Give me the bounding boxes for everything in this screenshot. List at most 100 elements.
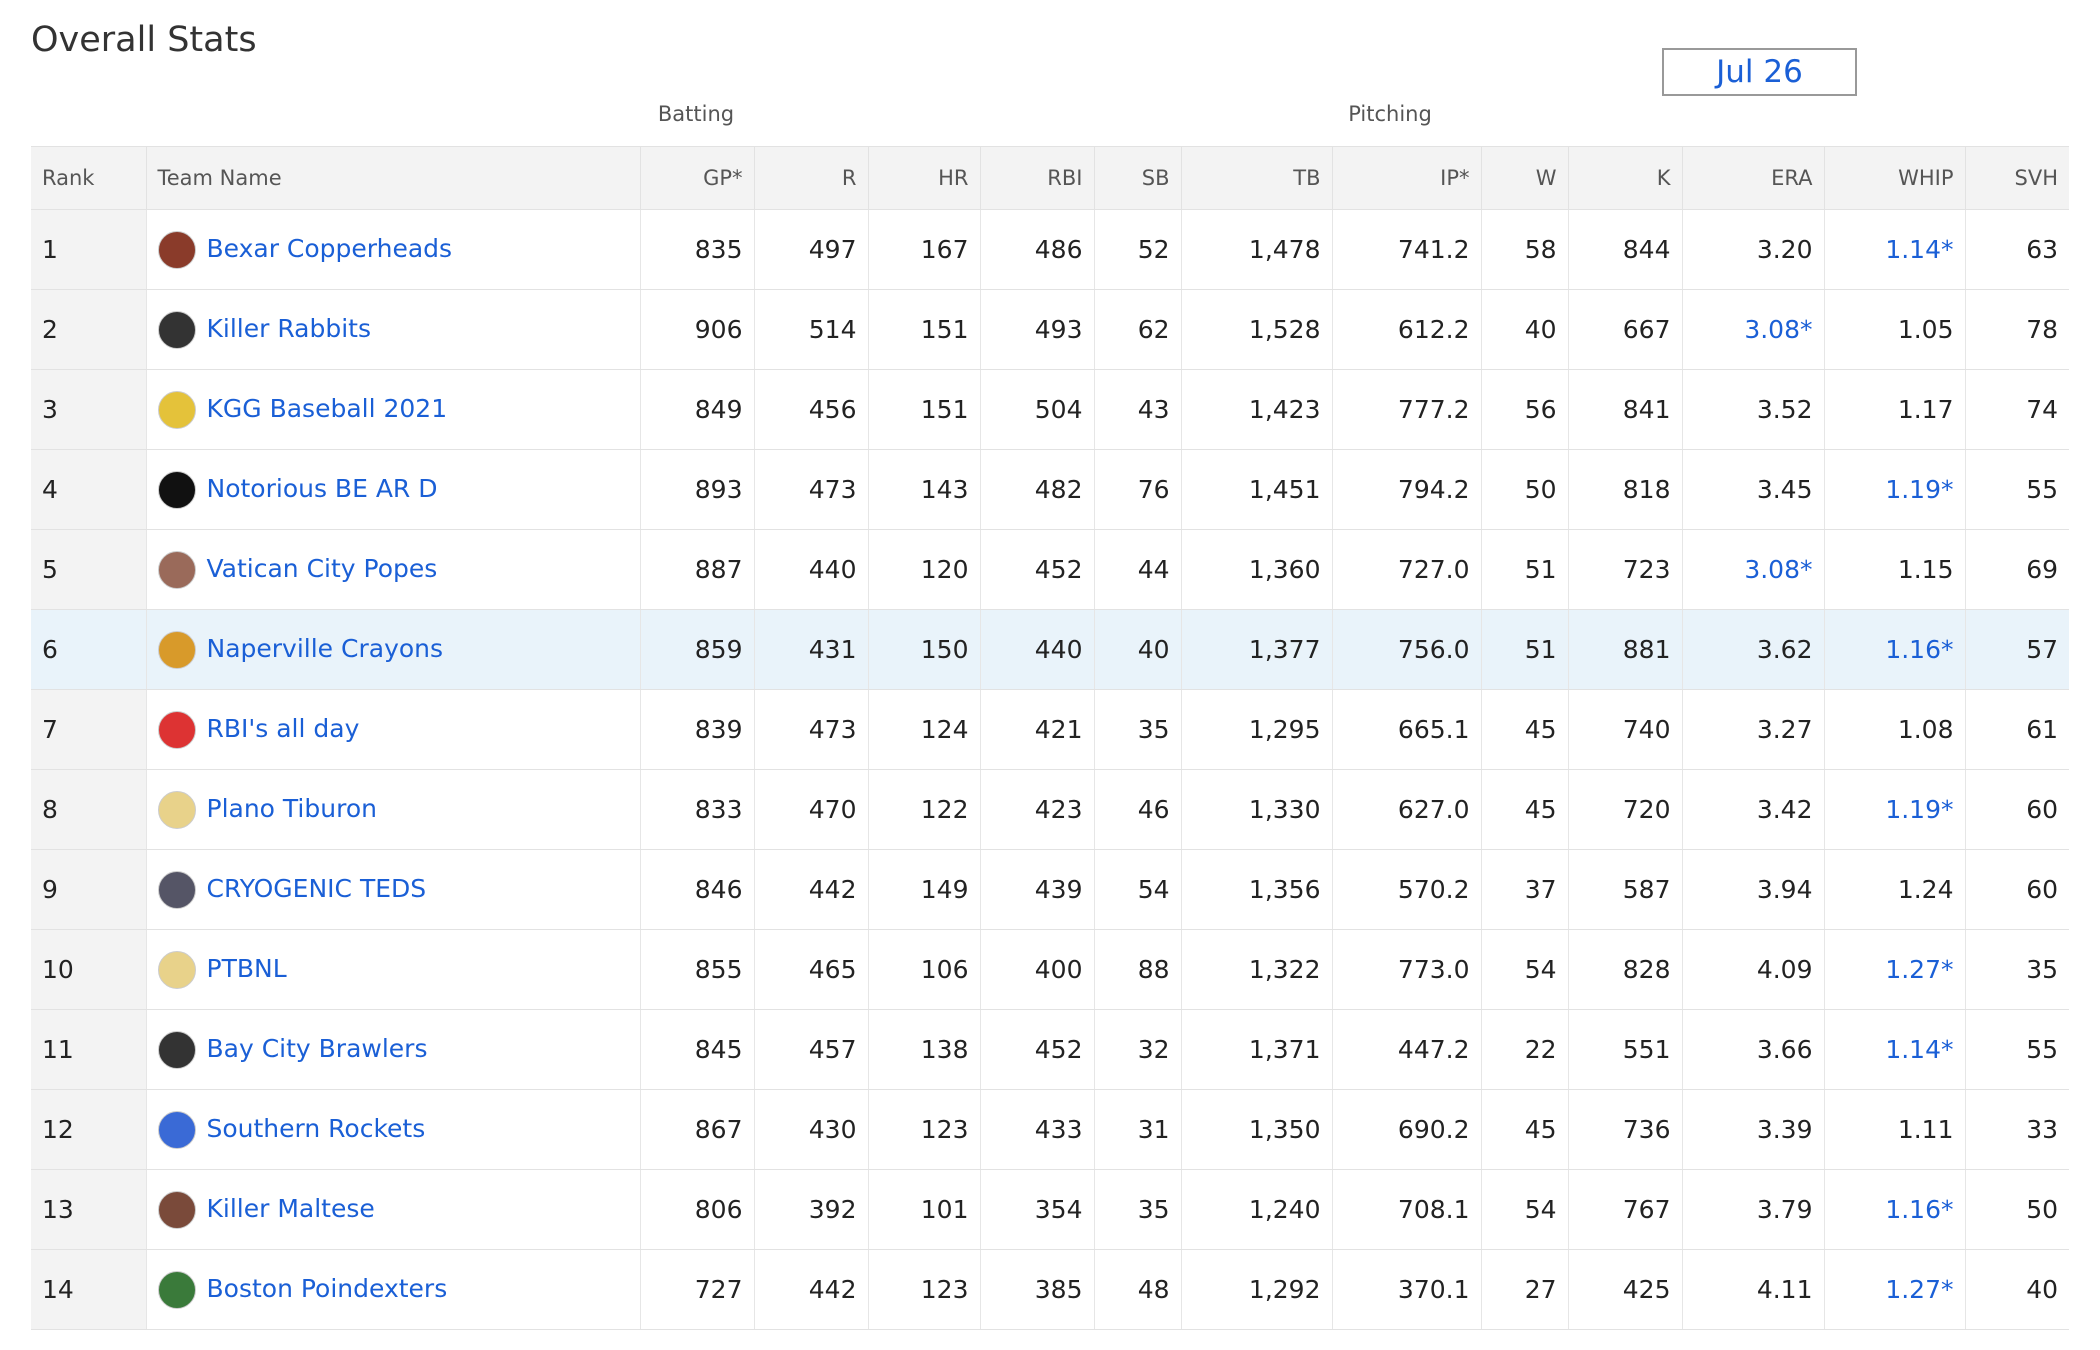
team-link[interactable]: Plano Tiburon	[206, 793, 377, 823]
stat-cell: 425	[1567, 1249, 1682, 1330]
stat-cell: 12	[31, 1089, 146, 1170]
team-link[interactable]: Boston Poindexters	[206, 1273, 448, 1303]
stat-cell: 439	[979, 849, 1094, 930]
stat-cell: 124	[867, 689, 980, 770]
team-link[interactable]: Bay City Brawlers	[206, 1033, 428, 1063]
date-selector[interactable]: Jul 26	[1662, 48, 1857, 96]
stat-cell[interactable]: 1.16*	[1823, 609, 1965, 690]
team-icon	[157, 470, 196, 509]
stat-cell: 50	[1480, 449, 1568, 530]
stat-cell: 551	[1567, 1009, 1682, 1090]
stat-cell: 665.1	[1331, 689, 1481, 770]
team-link[interactable]: Killer Maltese	[206, 1193, 375, 1223]
stat-cell[interactable]: 1.16*	[1823, 1169, 1965, 1250]
stat-cell: 385	[979, 1249, 1094, 1330]
stat-cell: 22	[1480, 1009, 1568, 1090]
stat-cell: 48	[1093, 1249, 1181, 1330]
stat-cell: 1,360	[1180, 529, 1332, 610]
stat-cell: 1,423	[1180, 369, 1332, 450]
team-icon	[157, 550, 196, 589]
stat-cell: 62	[1093, 289, 1181, 370]
team-link[interactable]: Naperville Crayons	[206, 633, 444, 663]
stat-cell: 844	[1567, 209, 1682, 290]
stat-cell: 849	[639, 369, 754, 450]
column-header[interactable]: SB	[1093, 146, 1181, 210]
stat-cell: 43	[1093, 369, 1181, 450]
stat-cell: 887	[639, 529, 754, 610]
stat-cell: 818	[1567, 449, 1682, 530]
team-link[interactable]: KGG Baseball 2021	[206, 393, 448, 423]
team-cell: CRYOGENIC TEDS	[145, 849, 640, 930]
stat-cell: 3.42	[1681, 769, 1824, 850]
stat-cell: 741.2	[1331, 209, 1481, 290]
column-header[interactable]: Rank	[31, 146, 146, 210]
team-link[interactable]: RBI's all day	[206, 713, 360, 743]
team-link[interactable]: Killer Rabbits	[206, 313, 372, 343]
stat-cell[interactable]: 1.14*	[1823, 209, 1965, 290]
stat-cell: 767	[1567, 1169, 1682, 1250]
team-link[interactable]: Vatican City Popes	[206, 553, 438, 583]
stat-cell: 1.24	[1823, 849, 1965, 930]
stat-cell: 1,377	[1180, 609, 1332, 690]
column-header[interactable]: R	[753, 146, 868, 210]
team-cell: Southern Rockets	[145, 1089, 640, 1170]
stat-cell: 4.09	[1681, 929, 1824, 1010]
column-header[interactable]: SVH	[1964, 146, 2069, 210]
stat-cell: 1.17	[1823, 369, 1965, 450]
column-header[interactable]: GP*	[639, 146, 754, 210]
table-row: 5 Vatican City Popes 887 440 120 452 44 1,360 72…	[31, 529, 2069, 610]
column-header[interactable]: W	[1480, 146, 1568, 210]
table-row: 9 CRYOGENIC TEDS 846 442 149 439 54 1,356 570.2 3…	[31, 849, 2069, 930]
stat-cell[interactable]: 1.27*	[1823, 1249, 1965, 1330]
stat-cell: 433	[979, 1089, 1094, 1170]
table-row: 14 Boston Poindexters 727 442 123 385 48 1,292 3…	[31, 1249, 2069, 1330]
team-cell: Plano Tiburon	[145, 769, 640, 850]
stat-cell[interactable]: 1.27*	[1823, 929, 1965, 1010]
stat-cell: 40	[1093, 609, 1181, 690]
stat-cell[interactable]: 1.19*	[1823, 449, 1965, 530]
stat-cell[interactable]: 1.14*	[1823, 1009, 1965, 1090]
stat-cell[interactable]: 1.19*	[1823, 769, 1965, 850]
stat-cell: 354	[979, 1169, 1094, 1250]
column-header[interactable]: WHIP	[1823, 146, 1965, 210]
stat-cell: 1.11	[1823, 1089, 1965, 1170]
stat-cell: 1	[31, 209, 146, 290]
team-link[interactable]: PTBNL	[206, 953, 287, 983]
column-header[interactable]: Team Name	[145, 146, 640, 210]
stat-cell: 846	[639, 849, 754, 930]
stat-cell: 78	[1964, 289, 2069, 370]
stat-cell: 708.1	[1331, 1169, 1481, 1250]
team-icon	[157, 1030, 196, 1069]
stat-cell: 430	[753, 1089, 868, 1170]
column-header[interactable]: HR	[867, 146, 980, 210]
column-header[interactable]: TB	[1180, 146, 1332, 210]
team-link[interactable]: CRYOGENIC TEDS	[206, 873, 427, 903]
header-row: Rank Team Name GP* R HR RBI SB TB IP* W K ERA WHIP SV…	[31, 146, 2069, 210]
team-icon	[157, 1270, 196, 1309]
column-header[interactable]: IP*	[1331, 146, 1481, 210]
stat-cell: 150	[867, 609, 980, 690]
stat-cell: 504	[979, 369, 1094, 450]
stat-cell: 167	[867, 209, 980, 290]
group-label: Pitching	[1348, 102, 1432, 126]
stat-cell: 457	[753, 1009, 868, 1090]
team-link[interactable]: Bexar Copperheads	[206, 233, 453, 263]
stat-cell: 10	[31, 929, 146, 1010]
stat-cell: 123	[867, 1089, 980, 1170]
stat-cell: 3.27	[1681, 689, 1824, 770]
column-header[interactable]: ERA	[1681, 146, 1824, 210]
stat-cell: 3.66	[1681, 1009, 1824, 1090]
stat-cell[interactable]: 3.08*	[1681, 289, 1824, 370]
team-link[interactable]: Notorious BE AR D	[206, 473, 438, 503]
stat-cell: 470	[753, 769, 868, 850]
team-icon	[157, 310, 196, 349]
stat-cell: 51	[1480, 529, 1568, 610]
table-row: 1 Bexar Copperheads 835 497 167 486 52 1,478 741…	[31, 209, 2069, 290]
column-header[interactable]: K	[1567, 146, 1682, 210]
team-link[interactable]: Southern Rockets	[206, 1113, 426, 1143]
stat-cell: 106	[867, 929, 980, 1010]
column-header[interactable]: RBI	[979, 146, 1094, 210]
stat-cell: 1,350	[1180, 1089, 1332, 1170]
stat-cell[interactable]: 3.08*	[1681, 529, 1824, 610]
